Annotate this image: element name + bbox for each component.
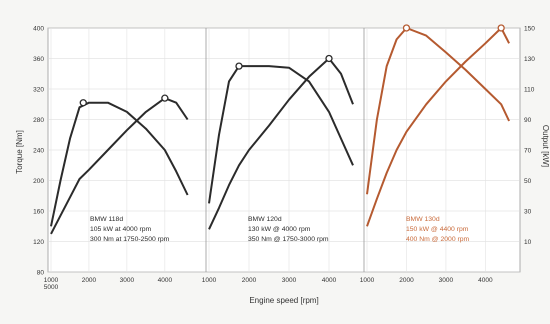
x-tick-label: 2000	[399, 277, 414, 284]
annotation-line: 105 kW at 4000 rpm	[90, 226, 152, 233]
x-tick-label: 1000	[202, 277, 217, 284]
y-right-tick-label: 150	[524, 26, 535, 33]
x-tick-label: 2000	[242, 277, 257, 284]
power-curve	[208, 57, 354, 230]
annotation-line: BMW 130d	[406, 216, 440, 223]
power-curve	[50, 97, 189, 235]
annotation-line: BMW 120d	[248, 216, 282, 223]
x-tick-label: 3000	[120, 277, 135, 284]
y-right-tick-label: 30	[524, 209, 532, 216]
annotation-line: 150 kW @ 4400 rpm	[406, 226, 469, 233]
y-left-tick-label: 280	[33, 117, 44, 124]
annotation-line: 130 kW @ 4000 rpm	[248, 226, 311, 233]
torque-peak-marker	[402, 24, 411, 32]
x-tick-label: 3000	[282, 277, 297, 284]
y-right-tick-label: 10	[524, 239, 532, 246]
x-tick-label: 4000	[322, 277, 337, 284]
x-axis-label: Engine speed [rpm]	[249, 296, 318, 305]
x-tick-label-extra: 5000	[44, 284, 59, 291]
power-peak-marker	[497, 24, 505, 32]
y-right-tick-label: 130	[524, 56, 535, 63]
annotation-line: 400 Nm @ 2000 rpm	[406, 236, 470, 243]
y-right-tick-label: 90	[524, 117, 532, 124]
x-tick-label: 1000	[44, 277, 59, 284]
power-peak-marker	[325, 54, 333, 63]
x-tick-label: 4000	[478, 277, 493, 284]
annotation-line: 350 Nm @ 1750-3000 rpm	[248, 236, 329, 243]
y-left-tick-label: 160	[33, 209, 44, 216]
x-tick-label: 4000	[158, 277, 173, 284]
torque-curve	[366, 27, 511, 195]
y-left-tick-label: 120	[33, 239, 44, 246]
y-left-tick-label: 200	[33, 178, 44, 185]
y-left-tick-label: 240	[33, 148, 44, 155]
torque-peak-marker	[235, 62, 243, 70]
torque-curve	[50, 101, 189, 227]
panel-1: BMW 118d 105 kW at 4000 rpm 300 Nm at 1750…	[50, 28, 189, 272]
y-right-tick-label: 110	[524, 87, 535, 94]
y-left-tick-label: 360	[33, 56, 44, 63]
torque-peak-marker	[79, 99, 87, 107]
x-tick-label: 1000	[360, 277, 375, 284]
x-tick-label: 2000	[82, 277, 97, 284]
x-tick-label: 3000	[439, 277, 454, 284]
power-curve	[366, 27, 510, 227]
y-left-tick-label: 400	[33, 26, 44, 33]
y-axis-left-label: Torque [Nm]	[15, 130, 24, 174]
annotation-line: 300 Nm at 1750-2500 rpm	[90, 236, 170, 243]
y-left-tick-label: 320	[33, 87, 44, 94]
y-right-tick-label: 50	[524, 178, 532, 185]
panel-3: BMW 130d 150 kW @ 4400 rpm 400 Nm @ 2000 r…	[363, 24, 511, 272]
y-right-tick-label: 70	[524, 148, 532, 155]
y-left-tick-label: 80	[37, 270, 45, 277]
torque-curve	[208, 65, 354, 204]
annotation-line: BMW 118d	[90, 216, 123, 223]
y-axis-right-label: Output [kW]	[541, 125, 550, 167]
power-peak-marker	[161, 94, 169, 102]
panel-2: BMW 120d 130 kW @ 4000 rpm 350 Nm @ 1750-3…	[205, 28, 354, 272]
